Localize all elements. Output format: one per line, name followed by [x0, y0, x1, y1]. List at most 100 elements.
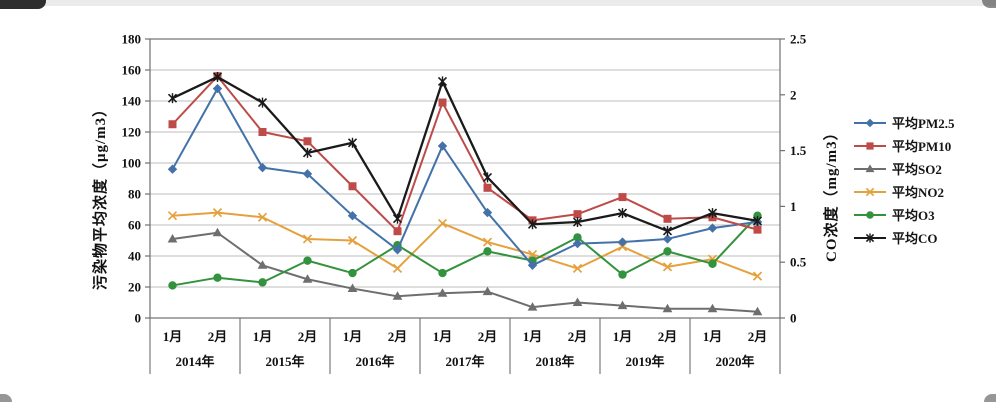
data-point-marker-x: [392, 263, 403, 274]
month-label: 1月: [343, 329, 363, 344]
data-point-marker-square: [483, 183, 492, 192]
chart-legend: 平均PM2.5 平均PM10 平均SO2 平均NO2 平均O3 平均CO: [853, 111, 954, 249]
year-label: 2017年: [445, 354, 484, 369]
right-axis-title: CO浓度（mg/m3）: [824, 124, 840, 262]
data-point-marker-triangle: [257, 260, 268, 269]
right-axis-tick: 2: [790, 87, 797, 102]
legend-label: 平均O3: [892, 208, 935, 223]
legend-label: 平均NO2: [892, 185, 945, 200]
month-label: 2月: [658, 329, 678, 344]
left-axis-title: 污染物平均浓度（μg/m3）: [93, 100, 109, 290]
data-point-marker-asterisk: [865, 232, 875, 243]
data-point-marker-x: [257, 212, 268, 222]
data-point-marker-diamond: [617, 237, 628, 247]
left-axis-tick: 0: [135, 311, 142, 326]
year-label: 2020年: [715, 354, 754, 369]
data-point-marker-diamond: [302, 169, 313, 179]
data-point-marker-diamond: [865, 118, 875, 127]
month-label: 1月: [253, 329, 273, 344]
data-point-marker-circle: [708, 259, 717, 268]
series-平均PM10: [168, 72, 762, 236]
data-point-marker-triangle: [527, 302, 538, 311]
data-point-marker-square: [663, 214, 672, 223]
data-point-marker-circle: [483, 247, 492, 256]
year-label: 2014年: [175, 354, 214, 369]
month-label: 2月: [298, 329, 318, 344]
data-point-marker-x: [302, 234, 313, 244]
series-平均CO: [167, 71, 763, 236]
data-point-marker-triangle: [392, 291, 403, 300]
data-point-marker-asterisk: [617, 208, 628, 219]
legend-label: 平均PM10: [892, 139, 952, 154]
data-point-marker-asterisk: [527, 219, 538, 230]
data-point-marker-x: [572, 263, 583, 274]
year-label: 2018年: [535, 354, 574, 369]
data-point-marker-diamond: [347, 210, 358, 221]
data-point-marker-square: [258, 128, 267, 136]
data-point-marker-square: [393, 227, 402, 236]
data-point-marker-asterisk: [257, 97, 268, 108]
data-point-marker-x: [865, 187, 875, 196]
series-平均SO2: [167, 227, 763, 316]
data-point-marker-x: [527, 249, 538, 260]
pm2_5-line-marker-icon: [854, 118, 886, 127]
legend-label: 平均PM2.5: [892, 116, 955, 131]
plot-border: [149, 38, 781, 319]
data-point-marker-triangle: [865, 163, 875, 172]
legend-item-so2: 平均SO2: [853, 157, 954, 180]
data-point-marker-x: [347, 235, 358, 246]
data-point-marker-square: [618, 193, 627, 202]
data-point-marker-circle: [866, 210, 874, 219]
legend-item-o3: 平均O3: [853, 203, 954, 226]
data-point-marker-circle: [348, 268, 357, 278]
data-point-marker-diamond: [167, 164, 178, 174]
data-point-marker-x: [167, 211, 178, 221]
data-point-marker-diamond: [257, 162, 268, 173]
right-axis-tick: 0: [790, 311, 797, 326]
left-axis-tick: 140: [122, 94, 142, 109]
month-label: 1月: [433, 329, 453, 344]
data-point-marker-triangle: [437, 288, 448, 297]
data-point-marker-asterisk: [482, 172, 493, 183]
data-point-marker-triangle: [167, 233, 178, 243]
data-point-marker-triangle: [707, 303, 718, 313]
no2-line-marker-icon: [854, 187, 886, 196]
screenshot-top-edge: [0, 0, 996, 6]
data-point-marker-diamond: [212, 83, 223, 94]
data-point-marker-circle: [258, 278, 267, 287]
legend-item-pm2_5: 平均PM2.5: [853, 111, 954, 134]
right-axis-tick: 2.5: [790, 32, 807, 47]
data-point-marker-circle: [213, 273, 222, 282]
data-point-marker-diamond: [482, 207, 493, 218]
month-label: 1月: [163, 329, 183, 344]
month-label: 1月: [703, 329, 723, 344]
data-point-marker-x: [662, 262, 673, 272]
data-point-marker-x: [437, 218, 448, 229]
data-point-marker-diamond: [392, 245, 403, 255]
left-axis-tick: 120: [122, 125, 142, 140]
data-point-marker-x: [212, 207, 223, 218]
right-axis-tick: 1.5: [790, 143, 807, 158]
data-point-marker-triangle: [212, 227, 223, 237]
data-point-marker-asterisk: [752, 215, 763, 226]
data-point-marker-asterisk: [392, 213, 403, 224]
right-axis: [780, 38, 785, 319]
data-point-marker-square: [866, 141, 874, 150]
data-point-marker-triangle: [572, 297, 583, 306]
year-label: 2019年: [625, 354, 664, 369]
so2-line-marker-icon: [854, 163, 886, 172]
o3-line-marker-icon: [854, 210, 886, 219]
left-axis-tick: 40: [128, 249, 141, 264]
series-平均PM2.5: [167, 83, 763, 271]
data-point-marker-x: [482, 237, 493, 247]
data-point-marker-diamond: [572, 238, 583, 249]
left-axis-tick: 160: [122, 63, 142, 78]
data-point-marker-circle: [438, 268, 447, 278]
data-point-marker-asterisk: [572, 217, 583, 228]
data-point-marker-square: [303, 137, 312, 146]
data-point-marker-diamond: [527, 260, 538, 271]
month-label: 1月: [523, 329, 543, 344]
right-axis-tick: 0.5: [790, 255, 807, 270]
data-point-marker-asterisk: [347, 137, 358, 148]
